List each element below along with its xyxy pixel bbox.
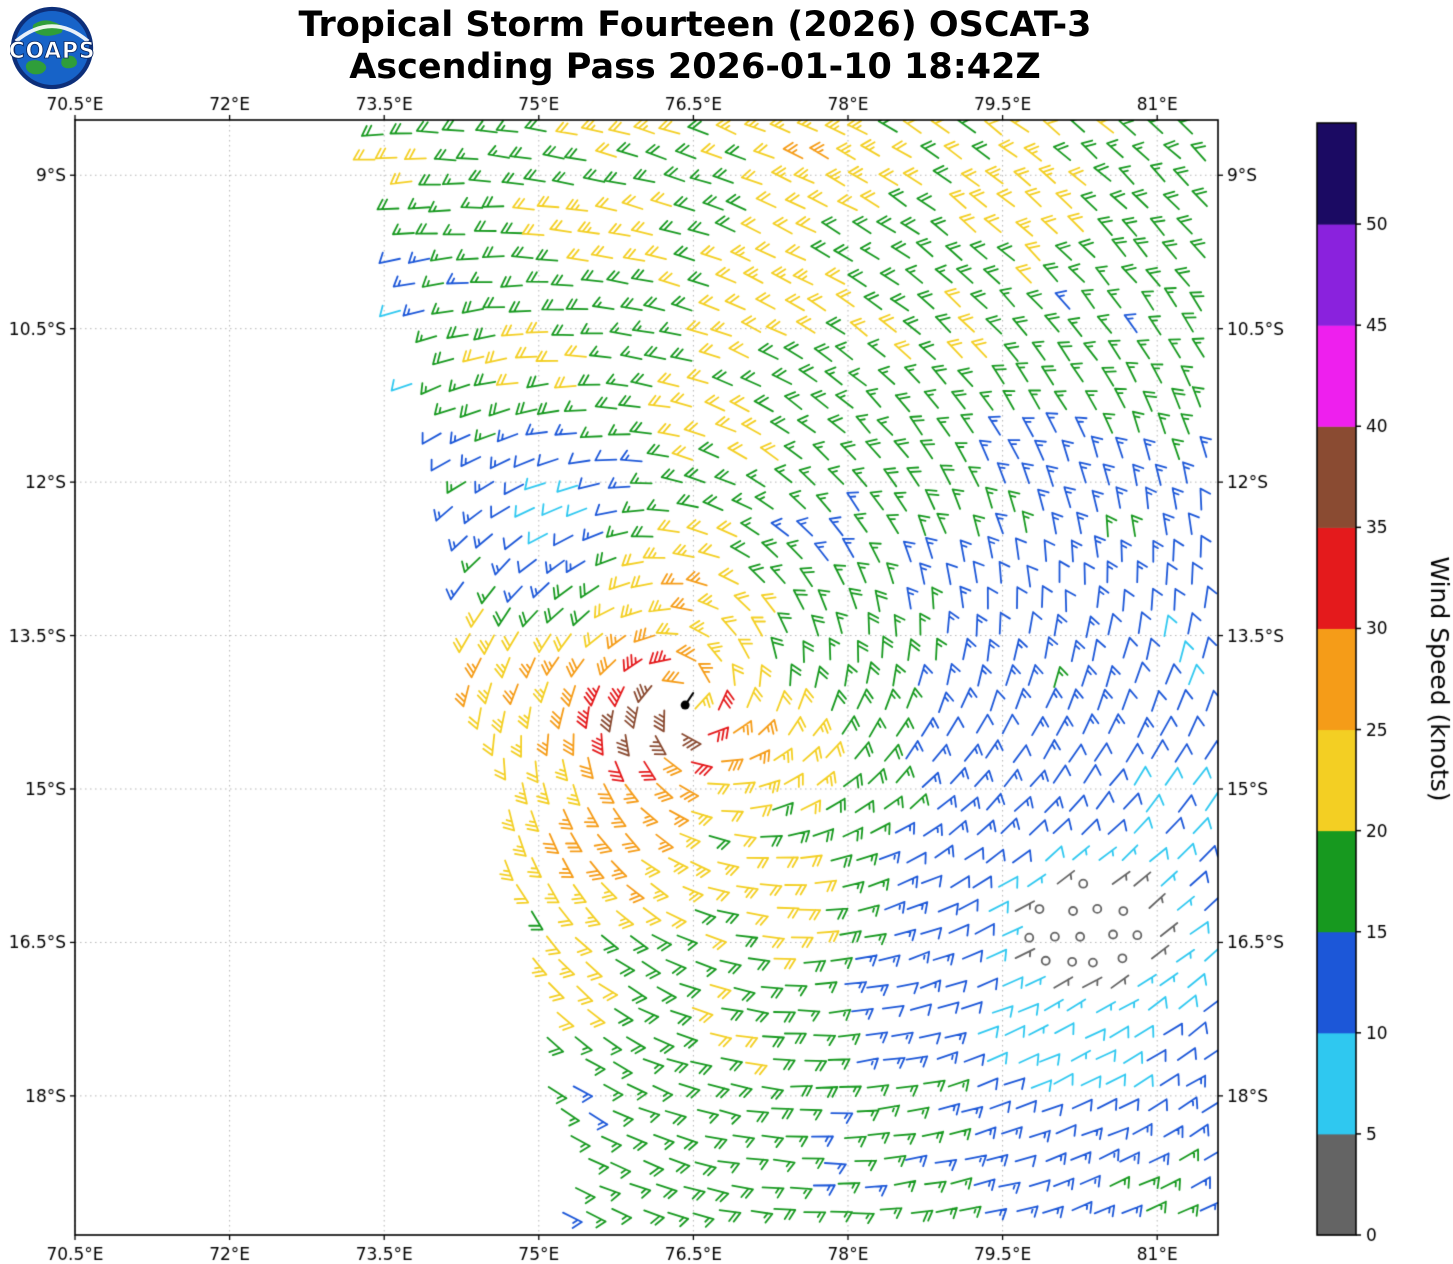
page: COAPS Tropical Storm Fourteen (2026) OSC… [0,0,1453,1264]
wind-barb-map [0,0,1453,1264]
